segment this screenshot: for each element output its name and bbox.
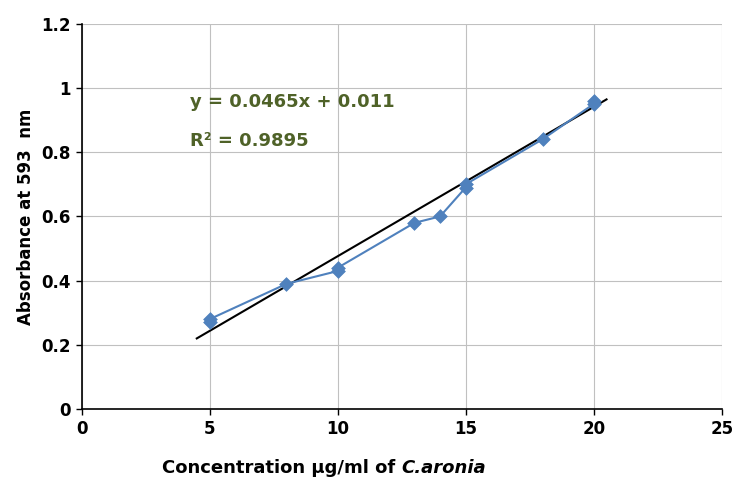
Point xyxy=(434,213,446,221)
Point xyxy=(536,135,548,143)
Text: R² = 0.9895: R² = 0.9895 xyxy=(190,132,309,150)
Y-axis label: Absorbance at 593  nm: Absorbance at 593 nm xyxy=(16,108,34,325)
Point xyxy=(409,219,421,227)
Point xyxy=(332,267,344,275)
Text: y = 0.0465x + 0.011: y = 0.0465x + 0.011 xyxy=(190,93,395,111)
Point xyxy=(332,264,344,272)
Point xyxy=(460,180,472,188)
Point xyxy=(203,318,215,326)
Point xyxy=(588,97,600,105)
Point xyxy=(280,280,292,288)
Text: C.aronia: C.aronia xyxy=(402,459,486,478)
Point xyxy=(203,315,215,323)
Point xyxy=(588,100,600,108)
Text: Concentration μg/ml of: Concentration μg/ml of xyxy=(162,459,402,478)
Point xyxy=(460,184,472,192)
